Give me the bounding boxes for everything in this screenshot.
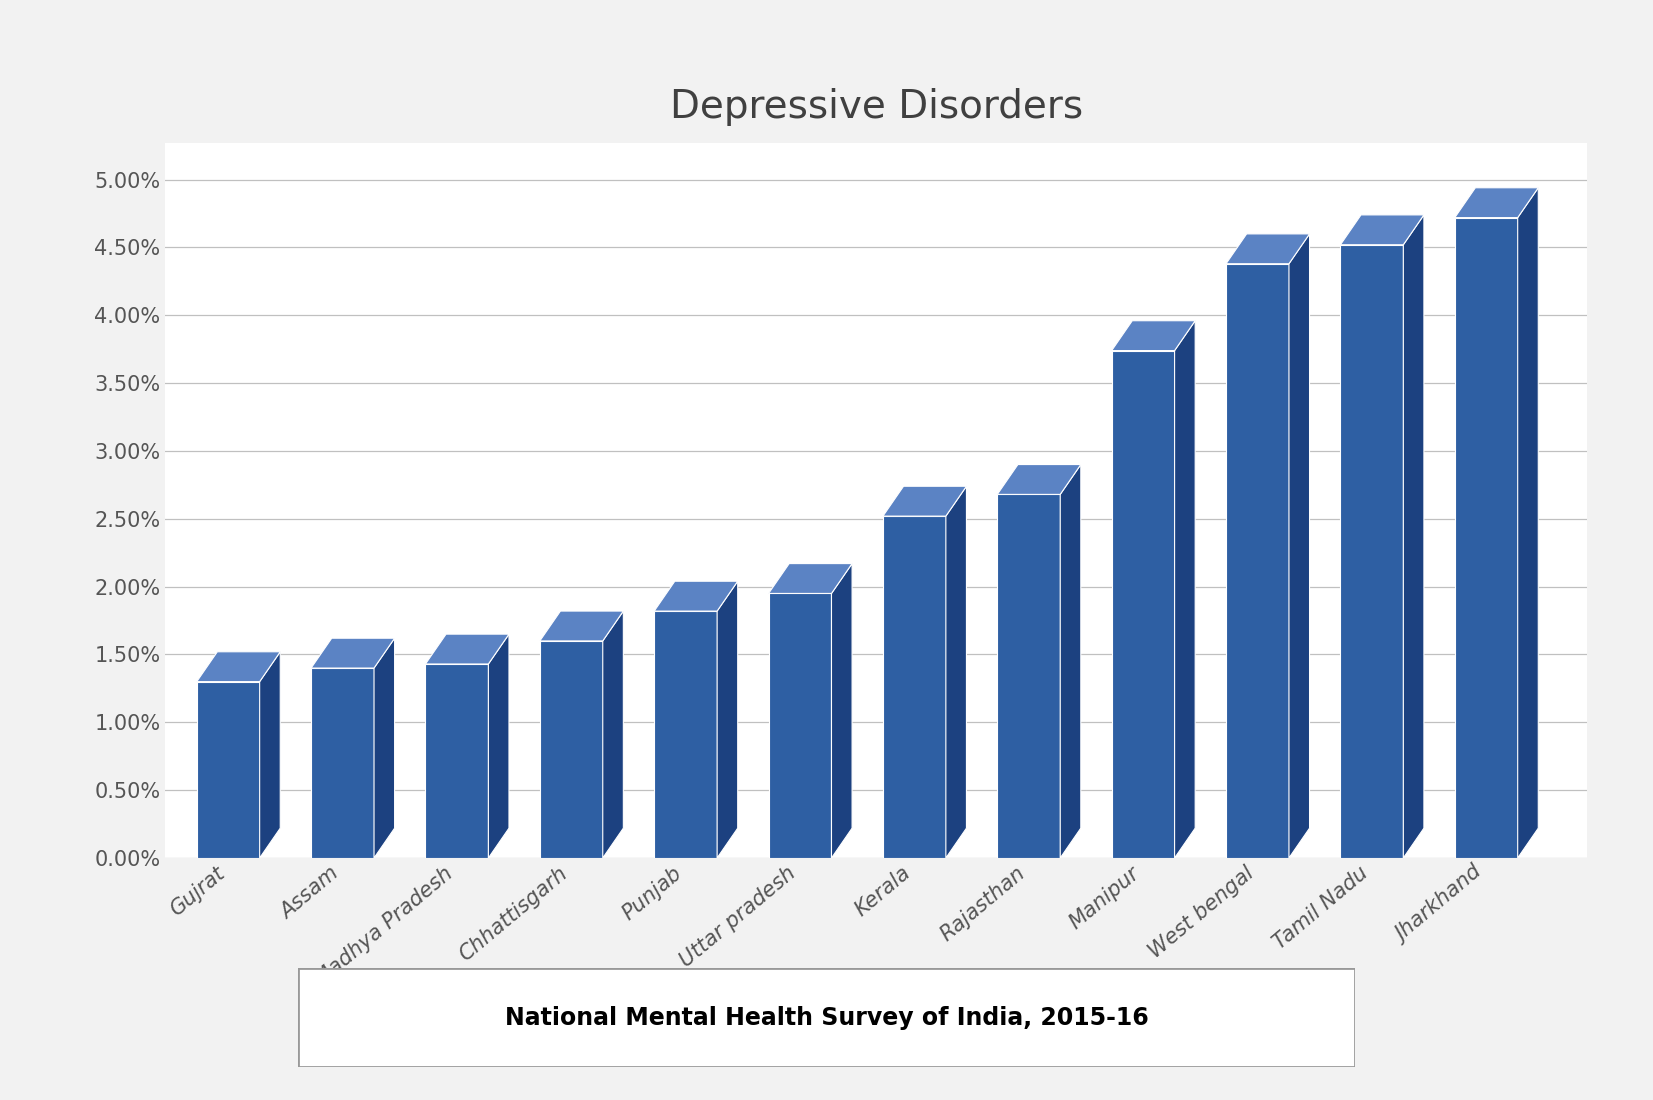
Polygon shape [1060,464,1081,858]
Polygon shape [1175,321,1195,858]
Polygon shape [1455,218,1517,858]
Polygon shape [488,634,509,858]
Text: National Mental Health Survey of India, 2015-16: National Mental Health Survey of India, … [504,1005,1149,1030]
Polygon shape [1341,214,1423,245]
Polygon shape [541,612,623,641]
Polygon shape [197,652,281,682]
Title: Depressive Disorders: Depressive Disorders [669,88,1083,126]
Polygon shape [603,612,623,858]
Polygon shape [311,668,374,858]
Polygon shape [997,464,1081,494]
Polygon shape [1517,188,1539,858]
Polygon shape [374,638,395,858]
Polygon shape [425,634,509,664]
Polygon shape [655,612,717,858]
Polygon shape [1227,264,1289,858]
Polygon shape [946,486,967,858]
Polygon shape [1112,351,1175,858]
Polygon shape [425,664,488,858]
Polygon shape [717,581,737,858]
Polygon shape [1455,188,1539,218]
Polygon shape [1227,234,1309,264]
Polygon shape [541,641,603,858]
Polygon shape [997,494,1060,858]
Polygon shape [1403,214,1423,858]
Polygon shape [197,682,260,858]
Polygon shape [883,516,946,858]
FancyBboxPatch shape [298,968,1355,1067]
Polygon shape [655,581,737,612]
Polygon shape [1341,245,1403,858]
Polygon shape [1289,234,1309,858]
Polygon shape [769,563,851,593]
Polygon shape [831,563,851,858]
Polygon shape [311,638,395,668]
Polygon shape [769,593,831,858]
Polygon shape [883,486,967,516]
Polygon shape [1112,321,1195,351]
Polygon shape [260,652,281,858]
